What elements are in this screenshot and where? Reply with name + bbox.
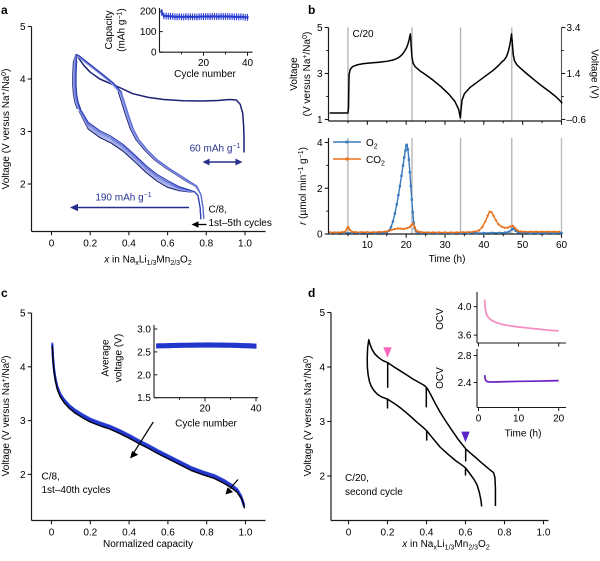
svg-text:a: a <box>1 3 8 17</box>
svg-text:20: 20 <box>553 414 565 425</box>
svg-text:60: 60 <box>556 240 568 251</box>
svg-text:10: 10 <box>513 414 525 425</box>
svg-text:40: 40 <box>478 240 490 251</box>
svg-text:second cycle: second cycle <box>345 487 403 498</box>
svg-text:Voltage (V versus Na+/Na0): Voltage (V versus Na+/Na0) <box>1 356 12 477</box>
svg-text:O2: O2 <box>366 138 378 151</box>
svg-text:2.4: 2.4 <box>458 378 472 389</box>
svg-text:2: 2 <box>20 470 26 481</box>
svg-text:2: 2 <box>317 184 323 195</box>
svg-text:0.4: 0.4 <box>420 528 434 539</box>
svg-text:4.0: 4.0 <box>458 302 472 313</box>
svg-text:C/20: C/20 <box>353 29 375 40</box>
svg-text:4: 4 <box>319 363 325 374</box>
svg-text:20: 20 <box>198 58 210 69</box>
svg-text:1.4: 1.4 <box>567 69 581 80</box>
svg-text:Capacity: Capacity <box>104 11 115 50</box>
svg-text:3: 3 <box>319 417 325 428</box>
svg-text:4: 4 <box>317 138 323 149</box>
svg-text:x in NaxLi1/3Mn2/3O2: x in NaxLi1/3Mn2/3O2 <box>103 255 192 268</box>
svg-text:–0.6: –0.6 <box>567 115 587 126</box>
svg-text:OCV: OCV <box>435 367 446 389</box>
svg-text:2.0: 2.0 <box>137 370 151 381</box>
svg-text:0: 0 <box>476 414 482 425</box>
svg-text:0.8: 0.8 <box>200 528 214 539</box>
svg-text:20: 20 <box>199 404 211 415</box>
svg-text:x in NaxLi1/3Mn2/3O2: x in NaxLi1/3Mn2/3O2 <box>401 539 490 552</box>
svg-text:5: 5 <box>20 22 26 33</box>
svg-text:Voltage (V versus Na+/Na0): Voltage (V versus Na+/Na0) <box>303 356 314 477</box>
svg-text:0.2: 0.2 <box>83 239 97 250</box>
svg-text:0: 0 <box>49 528 55 539</box>
svg-text:3.6: 3.6 <box>458 331 472 342</box>
svg-text:Normalized capacity: Normalized capacity <box>103 539 193 550</box>
svg-text:1: 1 <box>317 115 323 126</box>
svg-text:2.5: 2.5 <box>137 347 151 358</box>
svg-text:2: 2 <box>20 180 26 191</box>
svg-text:C/8,: C/8, <box>42 472 60 483</box>
svg-text:3.0: 3.0 <box>137 325 151 336</box>
svg-text:1.0: 1.0 <box>239 528 253 539</box>
svg-text:c: c <box>1 286 8 300</box>
svg-text:0.4: 0.4 <box>122 239 136 250</box>
svg-text:60 mAh g−1: 60 mAh g−1 <box>190 143 241 155</box>
svg-text:5: 5 <box>20 309 26 320</box>
svg-text:C/20,: C/20, <box>345 473 369 484</box>
svg-text:Time (h): Time (h) <box>505 429 542 440</box>
svg-text:(mAh g−1): (mAh g−1) <box>117 8 128 52</box>
svg-text:CO2: CO2 <box>366 155 385 168</box>
svg-text:5: 5 <box>317 23 323 34</box>
svg-text:40: 40 <box>250 404 262 415</box>
svg-text:5: 5 <box>319 308 325 319</box>
svg-text:40: 40 <box>242 58 254 69</box>
svg-text:Time (h): Time (h) <box>429 254 466 265</box>
svg-text:0.8: 0.8 <box>199 239 213 250</box>
svg-text:0.8: 0.8 <box>498 528 512 539</box>
svg-text:0.4: 0.4 <box>122 528 136 539</box>
svg-text:30: 30 <box>439 240 451 251</box>
svg-text:0: 0 <box>49 239 55 250</box>
svg-text:1.0: 1.0 <box>537 528 551 539</box>
svg-text:Average: Average <box>101 339 112 377</box>
svg-text:2.8: 2.8 <box>458 351 472 362</box>
svg-text:3: 3 <box>317 69 323 80</box>
svg-text:0: 0 <box>317 230 323 241</box>
svg-text:0.6: 0.6 <box>161 239 175 250</box>
svg-text:2: 2 <box>319 472 325 483</box>
svg-text:50: 50 <box>517 240 529 251</box>
svg-text:3.4: 3.4 <box>567 23 581 34</box>
svg-text:Cycle number: Cycle number <box>174 69 236 80</box>
svg-text:190 mAh g−1: 190 mAh g−1 <box>95 192 151 204</box>
svg-text:(V versus Na+/Na0): (V versus Na+/Na0) <box>302 32 313 117</box>
svg-text:r (µmol min−1 g−1): r (µmol min−1 g−1) <box>298 147 309 225</box>
svg-text:10: 10 <box>362 240 374 251</box>
svg-text:1.0: 1.0 <box>238 239 252 250</box>
svg-text:Voltage (V versus Na+/Na0): Voltage (V versus Na+/Na0) <box>1 69 12 190</box>
svg-text:Cycle number: Cycle number <box>175 419 237 430</box>
svg-text:Voltage: Voltage <box>289 57 300 91</box>
svg-text:3: 3 <box>20 416 26 427</box>
svg-text:0: 0 <box>346 528 352 539</box>
svg-text:0.6: 0.6 <box>161 528 175 539</box>
svg-text:100: 100 <box>140 27 157 38</box>
svg-text:4: 4 <box>20 75 26 86</box>
svg-text:C/8,: C/8, <box>209 205 227 216</box>
svg-text:3: 3 <box>20 127 26 138</box>
svg-text:OCV: OCV <box>435 308 446 330</box>
svg-text:0.2: 0.2 <box>83 528 97 539</box>
svg-text:1st–40th cycles: 1st–40th cycles <box>42 485 111 496</box>
svg-text:voltage (V): voltage (V) <box>114 334 125 382</box>
svg-text:0.2: 0.2 <box>381 528 395 539</box>
svg-text:1st–5th cycles: 1st–5th cycles <box>209 218 272 229</box>
svg-text:200: 200 <box>140 7 157 18</box>
svg-text:4: 4 <box>20 362 26 373</box>
svg-text:0.6: 0.6 <box>459 528 473 539</box>
svg-text:20: 20 <box>401 240 413 251</box>
svg-text:1.5: 1.5 <box>137 393 151 404</box>
svg-text:b: b <box>308 3 315 17</box>
svg-text:Voltage (V): Voltage (V) <box>589 49 600 98</box>
svg-text:d: d <box>308 286 315 300</box>
svg-text:0: 0 <box>151 48 157 59</box>
